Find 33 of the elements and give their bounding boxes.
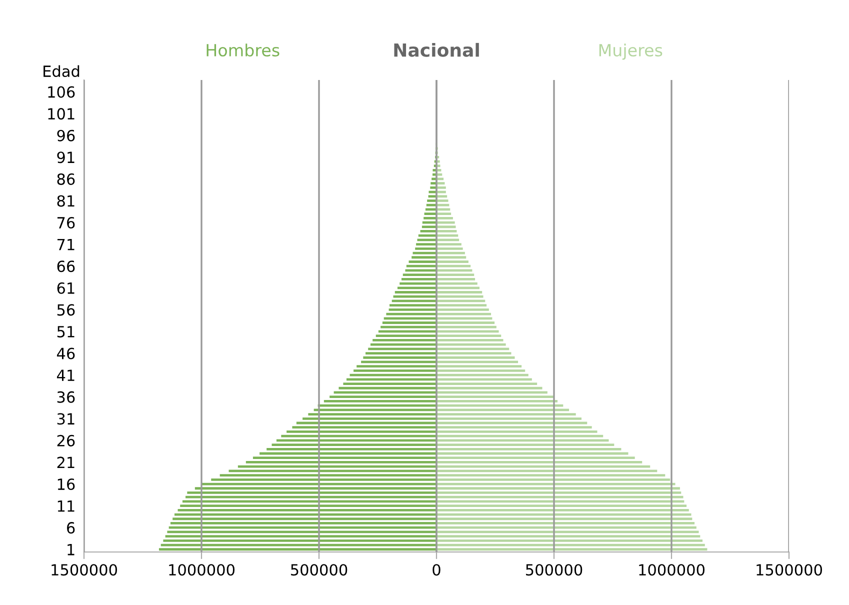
x-tick-label: 500000: [291, 564, 348, 576]
y-tick-label: 11: [58, 500, 74, 512]
y-tick-label: 106: [48, 86, 75, 98]
y-tick-label: 16: [58, 478, 75, 490]
text: Mujeres: [599, 44, 662, 60]
y-tick-label: 91: [57, 152, 74, 164]
y-tick-label: 101: [48, 108, 74, 120]
x-tick-label: 1500000: [756, 564, 822, 576]
y-tick-label: 76: [57, 216, 75, 229]
x-tick-label: 500000: [526, 564, 582, 576]
chart-title: Nacional: [394, 42, 479, 57]
y-tick-label: 31: [57, 413, 74, 425]
y-tick-label: 1: [68, 544, 74, 556]
y-tick-label: 56: [57, 304, 75, 316]
y-tick-label: 21: [57, 456, 74, 468]
y-tick-label: 41: [56, 370, 74, 381]
y-axis-title: Edad: [44, 65, 80, 78]
y-tick-label: 61: [57, 282, 74, 294]
y-tick-label: 26: [57, 434, 75, 446]
x-tick-label: 1000000: [169, 564, 235, 576]
y-tick-label: 96: [57, 130, 75, 142]
y-tick-label: 81: [57, 195, 74, 207]
x-tick-label: 0: [432, 564, 440, 576]
y-tick-label: 6: [67, 522, 75, 534]
text: Hombres: [206, 44, 280, 57]
y-tick-label: 71: [57, 238, 74, 250]
y-tick-label: 86: [57, 173, 75, 185]
y-tick-label: 46: [56, 348, 75, 360]
y-tick-label: 51: [57, 326, 74, 338]
y-tick-label: 66: [57, 260, 75, 272]
y-tick-label: 36: [57, 391, 75, 403]
x-tick-label: 1000000: [639, 564, 705, 576]
x-tick-label: 1500000: [52, 564, 118, 576]
